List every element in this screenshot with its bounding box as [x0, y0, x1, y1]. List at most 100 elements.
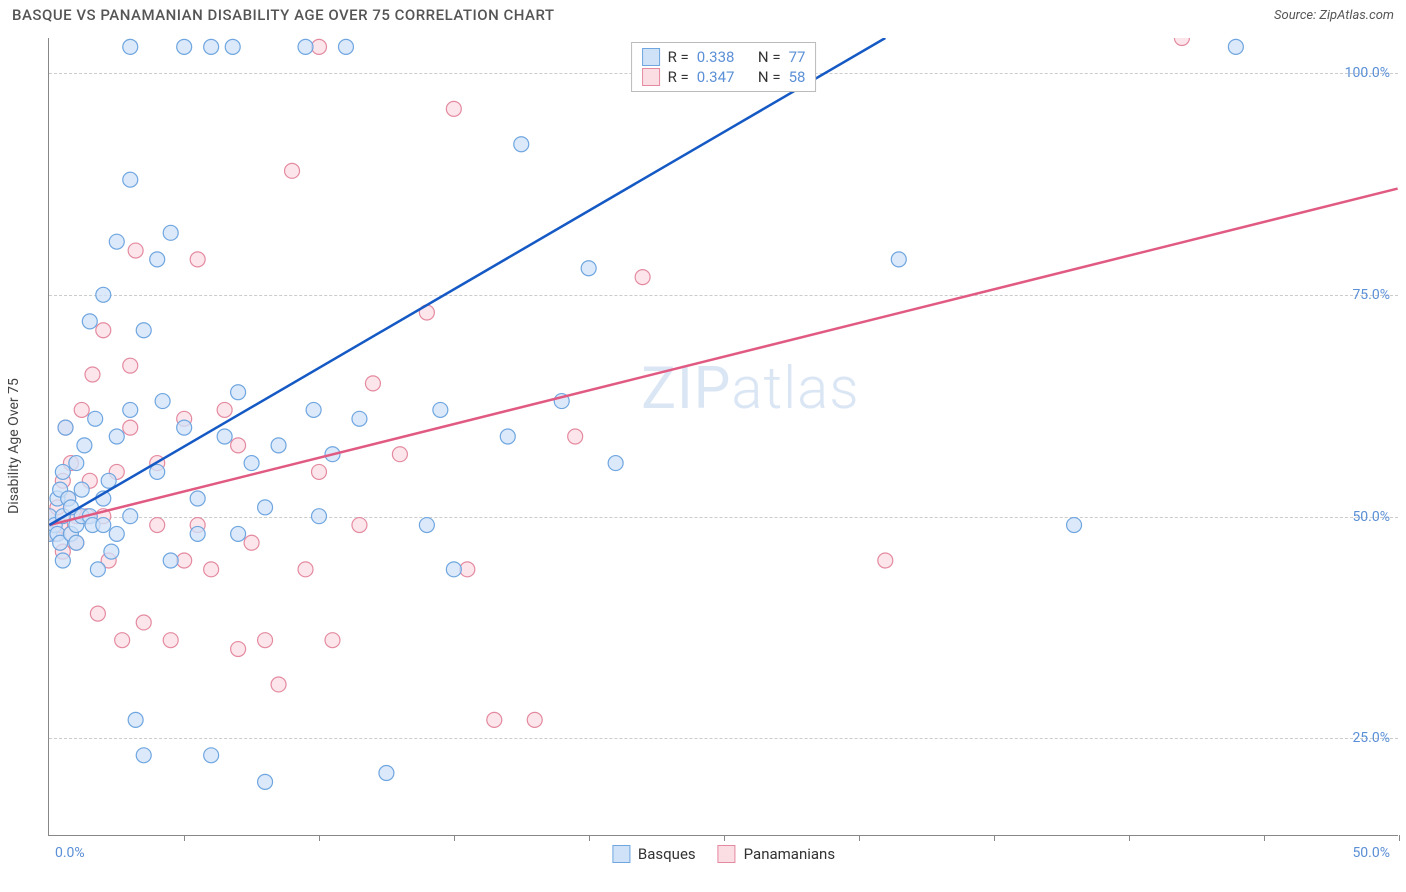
data-point: [85, 367, 100, 382]
data-point: [379, 766, 394, 781]
x-axis-end-label: 50.0%: [1352, 845, 1390, 861]
data-point: [115, 633, 130, 648]
data-point: [306, 402, 321, 417]
data-point: [96, 323, 111, 338]
data-point: [244, 535, 259, 550]
data-point: [123, 509, 138, 524]
data-point: [1228, 39, 1243, 54]
data-point: [231, 385, 246, 400]
data-point: [514, 137, 529, 152]
chart-source: Source: ZipAtlas.com: [1274, 8, 1394, 23]
data-point: [298, 39, 313, 54]
data-point: [96, 287, 111, 302]
series-legend: Basques Panamanians: [612, 845, 835, 863]
data-point: [527, 712, 542, 727]
data-point: [258, 633, 273, 648]
data-point: [231, 438, 246, 453]
scatter-svg: [49, 38, 1398, 835]
data-point: [392, 447, 407, 462]
data-point: [163, 553, 178, 568]
data-point: [204, 39, 219, 54]
r-value-basques: 0.338: [697, 48, 735, 66]
x-tick: [994, 835, 995, 841]
n-label-basques: N =: [758, 48, 781, 66]
data-point: [298, 562, 313, 577]
data-point: [568, 429, 583, 444]
data-point: [312, 39, 327, 54]
data-point: [878, 553, 893, 568]
trend-line: [49, 38, 885, 525]
data-point: [244, 456, 259, 471]
data-point: [150, 518, 165, 533]
x-tick: [724, 835, 725, 841]
x-tick: [1129, 835, 1130, 841]
data-point: [109, 429, 124, 444]
data-point: [136, 748, 151, 763]
n-value-basques: 77: [789, 48, 806, 66]
data-point: [69, 456, 84, 471]
data-point: [217, 429, 232, 444]
data-point: [128, 712, 143, 727]
stats-legend: R = 0.338 N = 77 R = 0.347 N = 58: [631, 42, 817, 92]
data-point: [123, 358, 138, 373]
data-point: [433, 402, 448, 417]
data-point: [136, 323, 151, 338]
data-point: [231, 526, 246, 541]
data-point: [446, 562, 461, 577]
data-point: [58, 420, 73, 435]
legend-item-basques: Basques: [612, 845, 696, 863]
data-point: [231, 642, 246, 657]
data-point: [90, 562, 105, 577]
data-point: [285, 163, 300, 178]
data-point: [109, 234, 124, 249]
legend-item-panamanians: Panamanians: [718, 845, 835, 863]
data-point: [155, 394, 170, 409]
data-point: [55, 464, 70, 479]
x-tick: [589, 835, 590, 841]
data-point: [487, 712, 502, 727]
stats-row-panamanians: R = 0.347 N = 58: [642, 67, 806, 87]
data-point: [96, 518, 111, 533]
data-point: [123, 402, 138, 417]
data-point: [352, 411, 367, 426]
chart-plot-area: ZIPatlas R = 0.338 N = 77 R = 0.347 N = …: [48, 38, 1398, 836]
y-axis-label: Disability Age Over 75: [6, 378, 22, 514]
data-point: [271, 677, 286, 692]
data-point: [608, 456, 623, 471]
trend-line: [49, 189, 1397, 526]
data-point: [90, 606, 105, 621]
data-point: [88, 411, 103, 426]
data-point: [1174, 38, 1189, 45]
data-point: [365, 376, 380, 391]
x-tick: [319, 835, 320, 841]
data-point: [312, 464, 327, 479]
data-point: [150, 252, 165, 267]
data-point: [74, 482, 89, 497]
data-point: [128, 243, 143, 258]
swatch-basques-bottom: [612, 845, 630, 863]
r-label-basques: R =: [668, 48, 689, 66]
data-point: [123, 39, 138, 54]
data-point: [163, 225, 178, 240]
chart-title: BASQUE VS PANAMANIAN DISABILITY AGE OVER…: [12, 6, 555, 24]
data-point: [163, 633, 178, 648]
data-point: [338, 39, 353, 54]
data-point: [190, 252, 205, 267]
swatch-basques: [642, 48, 660, 66]
data-point: [123, 172, 138, 187]
data-point: [217, 402, 232, 417]
r-value-panamanians: 0.347: [697, 68, 735, 86]
data-point: [55, 553, 70, 568]
data-point: [460, 562, 475, 577]
data-point: [69, 535, 84, 550]
data-point: [258, 774, 273, 789]
data-point: [258, 500, 273, 515]
data-point: [312, 509, 327, 524]
data-point: [177, 553, 192, 568]
legend-label-basques: Basques: [638, 845, 696, 863]
data-point: [77, 438, 92, 453]
data-point: [352, 518, 367, 533]
swatch-panamanians-bottom: [718, 845, 736, 863]
data-point: [190, 526, 205, 541]
data-point: [204, 562, 219, 577]
